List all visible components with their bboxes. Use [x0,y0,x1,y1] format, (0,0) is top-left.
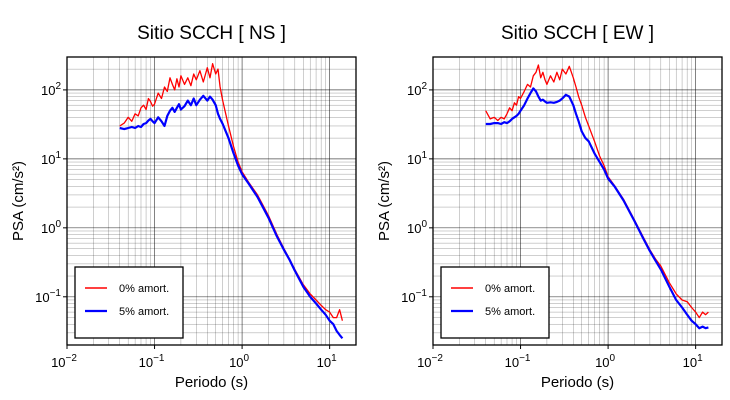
legend: 0% amort. 5% amort. [440,266,550,339]
y-axis-label: PSA (cm/s²) [10,161,27,241]
y-tick-label: 100 [41,219,61,236]
y-tick-label: 102 [41,81,61,98]
y-tick-label: 10−1 [401,288,427,305]
x-tick-label: 10−2 [51,353,77,370]
series-line-damped [119,94,344,339]
y-tick-label: 101 [41,150,61,167]
series-line-damped [485,87,709,330]
series-line-undamped [485,64,709,319]
x-tick-label: 101 [683,353,703,370]
plot-frame [432,56,723,346]
y-tick-label: 102 [407,81,427,98]
legend-box [74,266,184,339]
x-tick-label: 10−1 [505,353,531,370]
legend-box [440,266,550,339]
legend-label: 0% amort. [119,283,169,295]
chart-panel-1: Sitio SCCH [ NS ] 10−2 10−1 100 101 10−1 100 10… [10,23,357,391]
x-axis-label: Periodo (s) [541,374,614,391]
plot-frame [66,56,357,346]
x-tick-label: 100 [229,353,249,370]
legend-label: 5% amort. [485,306,535,318]
x-tick-label: 10−2 [417,353,443,370]
x-axis-label: Periodo (s) [175,374,248,391]
grid [432,56,723,346]
legend: 0% amort. 5% amort. [74,266,184,339]
x-tick-label: 101 [317,353,337,370]
y-tick-label: 100 [407,219,427,236]
legend-label: 5% amort. [119,306,169,318]
y-axis-label: PSA (cm/s²) [376,161,393,241]
chart-title: Sitio SCCH [ NS ] [137,23,286,44]
y-tick-label: 10−1 [35,288,61,305]
chart-panel-2: Sitio SCCH [ EW ] 10−2 10−1 100 101 10−1 100 10… [376,23,723,391]
x-tick-label: 10−1 [139,353,165,370]
y-tick-label: 101 [407,150,427,167]
chart-title: Sitio SCCH [ EW ] [501,23,654,44]
legend-label: 0% amort. [485,283,535,295]
x-tick-label: 100 [595,353,615,370]
